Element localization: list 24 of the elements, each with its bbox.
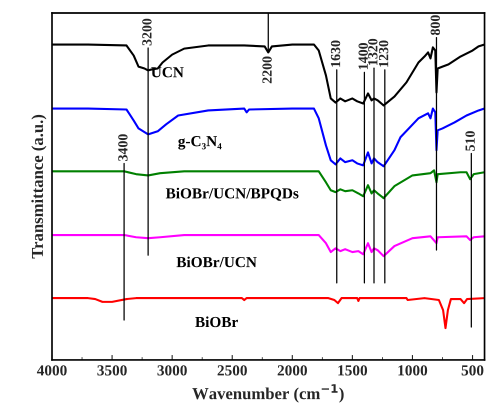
series-label: UCN	[151, 67, 184, 78]
ref-line-label: 1320	[368, 38, 378, 65]
series-label: BiOBr/UCN/BPQDs	[166, 188, 298, 201]
x-tick-label: 3500	[97, 365, 127, 376]
x-tick-label: 1000	[398, 365, 428, 376]
y-axis-title: Transmittance (a.u.)	[31, 114, 46, 258]
x-axis-title: Wavenumber (cm$^{−1}$)	[192, 384, 344, 403]
ref-line-label: 1230	[378, 40, 388, 67]
series-label: BiOBr/UCN	[176, 256, 257, 268]
ref-line-label: 800	[430, 15, 440, 36]
x-tick-label: 2000	[278, 365, 307, 376]
series-label: BiOBr	[195, 316, 238, 328]
ref-line-label: 510	[465, 131, 475, 151]
ref-line-label: 3200	[142, 18, 152, 46]
ref-line-label: 1630	[330, 40, 340, 67]
x-tick-label: 1500	[338, 365, 368, 376]
x-tick-label: 3000	[157, 365, 187, 376]
ref-line-label: 1400	[358, 42, 368, 70]
series-label: g-C₃N₄	[178, 136, 222, 150]
ref-line-label: 3400	[118, 134, 128, 161]
x-tick-label: 2500	[218, 365, 247, 376]
x-tick-label: 500	[462, 365, 484, 376]
x-tick-label: 4000	[36, 365, 67, 376]
ref-line-label: 2200	[262, 56, 272, 84]
